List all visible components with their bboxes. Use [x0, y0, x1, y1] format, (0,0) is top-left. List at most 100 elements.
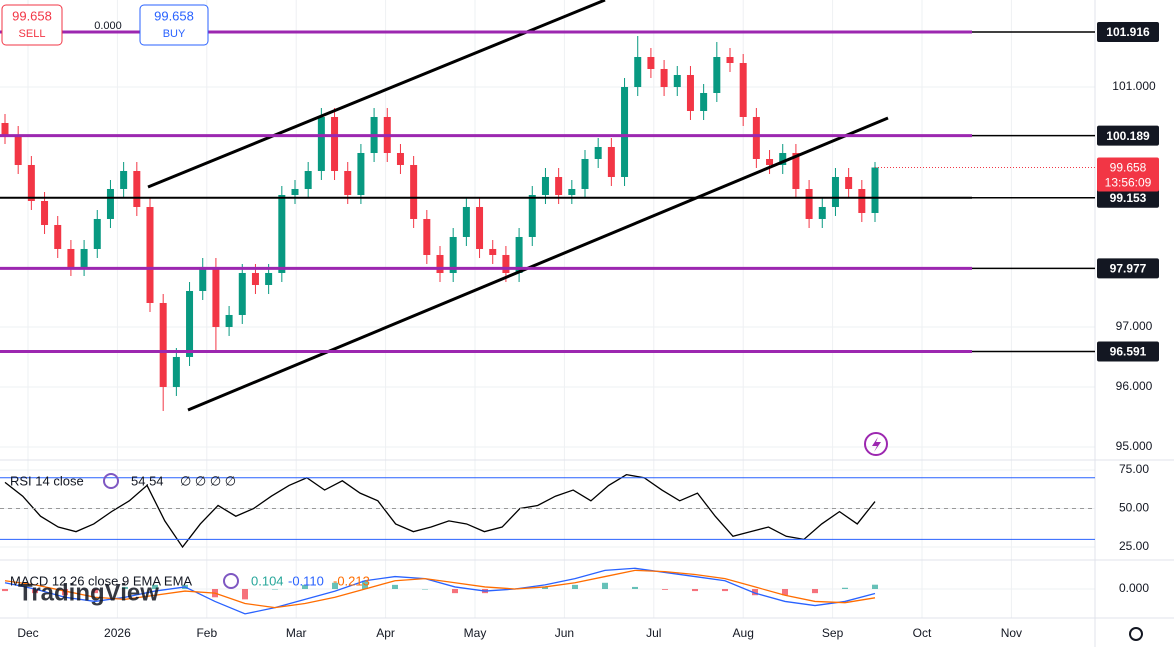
candle-body: [660, 68, 668, 87]
x-tick-label: Jul: [646, 626, 661, 640]
x-tick-label: Apr: [376, 626, 395, 640]
candle-body: [357, 152, 365, 195]
macd-histogram-bar: [452, 589, 458, 594]
candle-body: [278, 194, 286, 273]
last-price-label: 99.658: [1110, 161, 1147, 175]
buy-price: 99.658: [154, 8, 194, 23]
level-label-box: [1097, 187, 1159, 208]
candle-body: [449, 236, 457, 273]
y-tick-label: 25.00: [1119, 539, 1149, 553]
level-label-box: [1097, 258, 1159, 279]
candle-body: [251, 272, 259, 285]
candle-body: [238, 272, 246, 315]
candle-body: [120, 170, 128, 189]
candle-body: [93, 218, 101, 249]
candle-body: [673, 74, 681, 87]
candle-body: [396, 152, 404, 165]
x-tick-label: Mar: [286, 626, 307, 640]
candle-body: [621, 86, 629, 177]
macd-histogram-bar: [572, 584, 578, 589]
macd-icon[interactable]: [223, 573, 239, 589]
candle-body: [779, 152, 787, 165]
macd-histogram-bar: [632, 586, 638, 589]
flash-bolt: [872, 437, 881, 452]
candle-body: [515, 236, 523, 273]
macd-histogram-bar: [782, 589, 788, 596]
candle-body: [594, 146, 602, 159]
plot: [1, 35, 879, 615]
macd-histogram-bar: [92, 589, 98, 594]
candle-body: [436, 254, 444, 273]
candle-body: [1, 122, 9, 135]
macd-histogram-bar: [812, 589, 818, 594]
candle-body: [555, 176, 563, 195]
flash-icon[interactable]: [864, 432, 888, 456]
x-tick-label: Feb: [196, 626, 217, 640]
candle-body: [541, 176, 549, 195]
candle-body: [67, 248, 75, 267]
candle-body: [528, 194, 536, 237]
candle-body: [27, 164, 35, 201]
macd-histogram-bar: [842, 587, 848, 589]
candle-body: [14, 134, 22, 165]
candle-body: [568, 188, 576, 195]
level-label: 96.591: [1110, 345, 1147, 359]
y-tick-label: 0.000: [1119, 581, 1149, 595]
y-tick-label: 97.000: [1116, 319, 1153, 333]
buy-button[interactable]: [139, 4, 209, 46]
watermark: TradingView: [18, 579, 159, 606]
macd-histogram-bar: [242, 589, 248, 600]
macd-histogram-bar: [542, 586, 548, 589]
sell-label: SELL: [19, 28, 46, 40]
macd-histogram-bar: [332, 582, 338, 589]
candle-body: [489, 248, 497, 255]
candle-body: [502, 254, 510, 273]
candle-body: [462, 206, 470, 237]
candle-body: [225, 314, 233, 327]
macd-histogram-bar: [602, 582, 608, 589]
x-tick-label: May: [464, 626, 487, 640]
x-tick-label: Jun: [555, 626, 574, 640]
x-tick-label: Sep: [822, 626, 844, 640]
candle-body: [80, 248, 88, 267]
macd-histogram-bar: [662, 589, 668, 590]
level-label: 101.916: [1106, 25, 1150, 39]
macd-histogram-bar: [872, 584, 878, 589]
candle-body: [726, 56, 734, 63]
candle-body: [423, 218, 431, 255]
candle-body: [858, 188, 866, 213]
y-tick-label: 96.000: [1116, 379, 1153, 393]
macd-histogram-bar: [32, 589, 38, 594]
candle-body: [686, 74, 694, 111]
spread: 0.000: [94, 20, 122, 32]
macd-histogram-bar: [272, 589, 278, 590]
candle-body: [476, 206, 484, 249]
sell-button[interactable]: [1, 4, 63, 46]
buy-label: BUY: [163, 28, 186, 40]
level-label-box: [1097, 22, 1159, 43]
macd-histogram-bar: [362, 580, 368, 589]
macd-line: [4, 569, 876, 609]
macd-histogram-bar: [392, 584, 398, 589]
candle-body: [818, 206, 826, 219]
candle-body: [265, 272, 273, 285]
macd-title: MACD 12 26 close 9 EMA EMA: [10, 573, 192, 588]
x-tick-label: Aug: [733, 626, 754, 640]
y-tick-label: 75.00: [1119, 462, 1149, 476]
channel-line: [187, 116, 889, 412]
macd-histogram-bar: [302, 584, 308, 589]
macd-value: -0.110: [288, 573, 324, 588]
settings-icon[interactable]: [1129, 627, 1143, 641]
macd-histogram-bar: [422, 589, 428, 590]
rsi-icon[interactable]: [103, 473, 119, 489]
macd-signal-value: -0.213: [333, 573, 370, 588]
candle-body: [831, 176, 839, 207]
macd-histogram-bar: [122, 586, 128, 589]
candle-body: [317, 116, 325, 171]
candle-body: [186, 290, 194, 357]
overlay: 101.916 100.189 99.153 97.977 96.591 99.65813…: [0, 22, 1159, 540]
x-tick-label: Dec: [17, 626, 38, 640]
